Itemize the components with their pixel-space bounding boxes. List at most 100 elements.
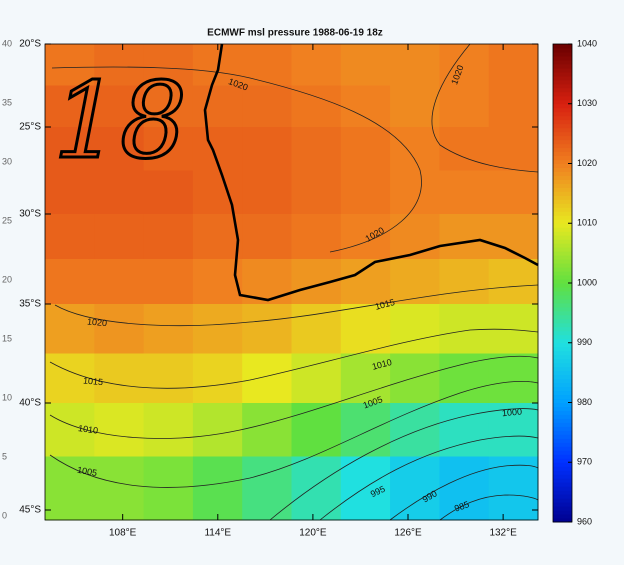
pressure-cell (94, 85, 145, 128)
colorbar-step (553, 191, 572, 196)
colorbar-step (553, 143, 572, 149)
contour-label: 1020 (87, 317, 108, 329)
colorbar-step (553, 474, 572, 479)
x-tick-label: 132°E (489, 528, 517, 539)
colorbar-step (553, 414, 572, 419)
map-frame (44, 43, 539, 521)
colorbar-step (553, 71, 572, 77)
pressure-cell (390, 170, 440, 215)
background-labels: 40 35 30 25 20 15 10 5 0 (2, 38, 12, 520)
colorbar-step (553, 67, 572, 73)
colorbar-step (553, 139, 572, 145)
colorbar-step (553, 111, 572, 117)
pressure-cell (143, 353, 194, 404)
pressure-cell (390, 456, 440, 521)
contour-line (389, 464, 539, 521)
colorbar: 960 970 980 990 1000 1010 1020 1030 1040 (552, 38, 597, 526)
pressure-cell (242, 353, 292, 404)
colorbar-step (553, 402, 572, 407)
colorbar-step (553, 279, 572, 284)
colorbar-step (553, 354, 572, 360)
pressure-cell (340, 304, 391, 354)
colorbar-step (553, 95, 572, 101)
colorbar-step (553, 446, 572, 451)
colorbar-step (553, 247, 572, 252)
colorbar-step (553, 330, 572, 336)
colorbar-step (553, 183, 572, 188)
colorbar-step (553, 306, 572, 312)
colorbar-step (553, 506, 572, 511)
contours (49, 43, 539, 521)
colorbar-step (553, 59, 572, 65)
colorbar-tick-label: 1010 (577, 218, 597, 228)
colorbar-step (553, 502, 572, 507)
pressure-cell (390, 403, 440, 457)
colorbar-step (553, 87, 572, 93)
contour-line (54, 284, 539, 326)
pressure-cell (242, 44, 292, 86)
colorbar-step (553, 390, 572, 396)
colorbar-step (553, 510, 572, 515)
colorbar-step (553, 63, 572, 69)
colorbar-step (553, 286, 572, 292)
pressure-cell (94, 127, 145, 171)
colorbar-step (553, 259, 572, 264)
colorbar-step (553, 302, 572, 308)
pressure-cell (390, 127, 440, 171)
pressure-cell (45, 85, 95, 128)
pressure-cell (94, 44, 145, 86)
colorbar-step (553, 115, 572, 121)
pressure-cell (390, 44, 440, 86)
colorbar-step (553, 366, 572, 372)
pressure-cell (439, 170, 490, 215)
pressure-cell (390, 259, 440, 305)
pressure-cell (488, 259, 539, 305)
background-label: 15 (2, 333, 12, 343)
colorbar-step (553, 450, 572, 455)
colorbar-step (553, 290, 572, 296)
colorbar-step (553, 342, 572, 348)
contour-label: 1015 (83, 376, 104, 388)
pressure-cell (291, 403, 342, 457)
background-label: 25 (2, 215, 12, 225)
colorbar-step (553, 127, 572, 133)
colorbar-step (553, 203, 572, 208)
colorbar-step (553, 187, 572, 192)
pressure-cell (143, 304, 194, 354)
pressure-cell (488, 85, 539, 128)
pressure-cell (340, 259, 391, 305)
contour-line (51, 66, 422, 253)
colorbar-step (553, 426, 572, 431)
colorbar-step (553, 123, 572, 129)
colorbar-step (553, 83, 572, 89)
colorbar-step (553, 151, 572, 157)
contour-line (49, 328, 539, 389)
pressure-cell (439, 85, 490, 128)
colorbar-step (553, 418, 572, 423)
colorbar-tick-label: 980 (577, 397, 592, 407)
pressure-cell (340, 456, 391, 521)
colorbar-step (553, 219, 572, 224)
colorbar-step (553, 438, 572, 443)
contour-line (49, 380, 539, 488)
axes: 108°E 114°E 120°E 126°E 132°E 20°S 25°S 30°S 35°… (19, 39, 538, 539)
background-label: 30 (2, 156, 12, 166)
colorbar-step (553, 350, 572, 356)
colorbar-step (553, 283, 572, 288)
pressure-cell (143, 44, 194, 86)
pressure-cell (439, 127, 490, 171)
colorbar-step (553, 394, 572, 400)
contour-line (49, 355, 539, 439)
colorbar-step (553, 44, 572, 49)
pressure-cell (291, 353, 342, 404)
colorbar-step (553, 91, 572, 97)
pressure-cell (291, 44, 342, 86)
y-tick-label: 35°S (19, 299, 41, 310)
y-tick-label: 30°S (19, 209, 41, 220)
colorbar-step (553, 346, 572, 352)
colorbar-tick-label: 1020 (577, 158, 597, 168)
pressure-field (45, 44, 539, 521)
pressure-cell (242, 127, 292, 171)
contour-label: 985 (453, 499, 471, 514)
colorbar-step (553, 338, 572, 344)
